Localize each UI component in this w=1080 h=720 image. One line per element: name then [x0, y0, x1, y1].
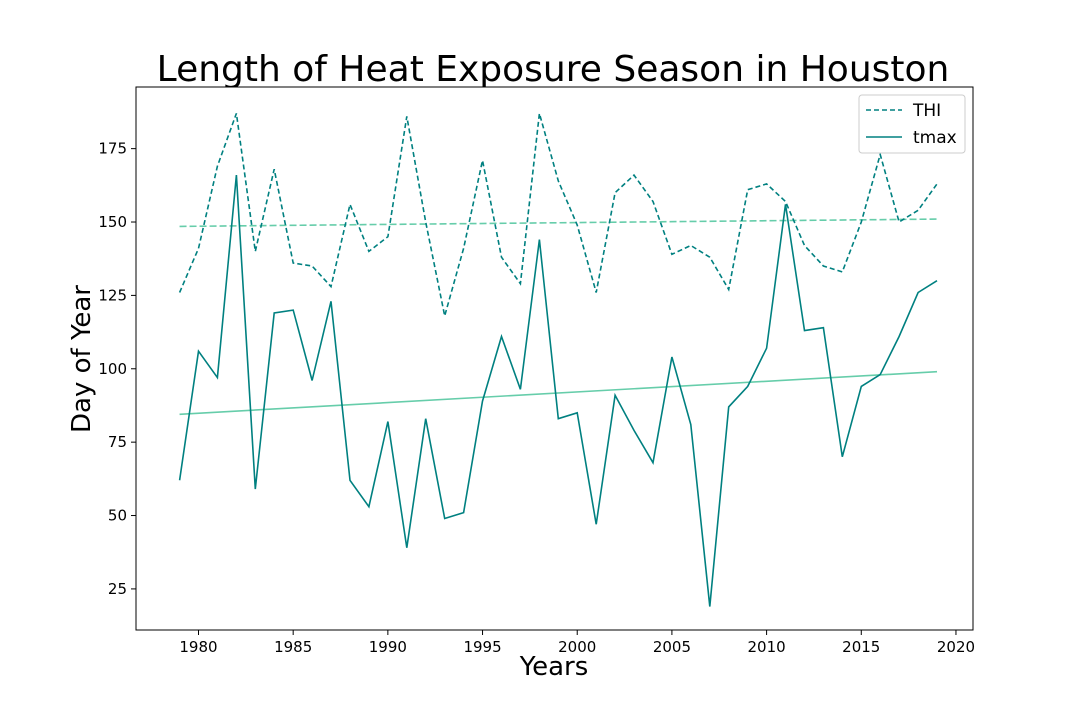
- legend-label-thi: THI: [912, 101, 941, 121]
- x-tick-label: 1980: [179, 638, 217, 656]
- y-tick-label: 50: [108, 507, 127, 525]
- y-tick-label: 125: [98, 286, 127, 304]
- plot-area: [135, 86, 974, 631]
- y-tick-label: 175: [98, 140, 127, 158]
- y-tick-label: 100: [98, 360, 127, 378]
- y-tick-label: 150: [98, 213, 127, 231]
- trendline-thi: [179, 218, 938, 228]
- x-tick-label: 2020: [937, 638, 975, 656]
- legend-label-tmax: tmax: [913, 128, 957, 148]
- y-tick-label: 25: [108, 580, 127, 598]
- x-tick-label: 1995: [463, 638, 501, 656]
- x-tick-label: 1990: [369, 638, 407, 656]
- x-tick-label: 2005: [653, 638, 691, 656]
- series-lines: [178, 113, 938, 607]
- series-line-thi: [178, 113, 938, 317]
- x-tick-label: 1985: [274, 638, 312, 656]
- x-tick-label: 2010: [747, 638, 785, 656]
- series-line-tmax: [178, 175, 938, 607]
- x-tick-label: 2015: [842, 638, 880, 656]
- x-tick-label: 2000: [558, 638, 596, 656]
- y-tick-label: 75: [108, 433, 127, 451]
- trendline-tmax: [179, 370, 938, 416]
- y-axis-ticks: 25 50 75 100 125 150 175: [98, 140, 136, 598]
- chart-title: Length of Heat Exposure Season in Housto…: [157, 49, 950, 90]
- trendlines: [179, 218, 938, 416]
- y-axis-label: Day of Year: [67, 285, 97, 433]
- x-axis-ticks: 1980 1985 1990 1995 2000 2005 2010 2015 2020: [179, 630, 975, 656]
- legend: THI tmax: [858, 94, 966, 154]
- x-axis-label: Years: [519, 652, 589, 682]
